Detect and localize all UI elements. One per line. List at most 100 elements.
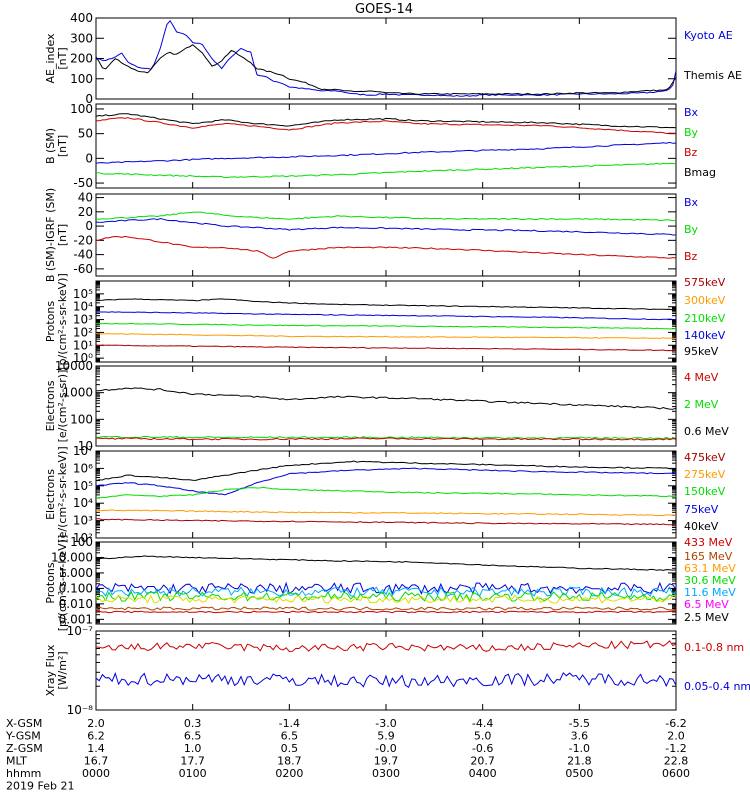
y-tick-label: -20: [73, 233, 93, 247]
y-axis-label-line: B (SM)-IGRF (SM): [44, 188, 57, 282]
ephemeris-value: 17.7: [180, 755, 205, 768]
y-tick-label: 100: [70, 72, 93, 86]
y-tick-label: 100: [70, 412, 93, 426]
series-line-300kev: [96, 311, 676, 321]
series-line-40kev: [96, 518, 676, 526]
series-line-11-6-mev: [96, 586, 676, 598]
ephemeris-row-label: hhmm: [6, 767, 41, 780]
panel-6: 0.0010.0100.1001.00010.000100Protons[p/(…: [44, 535, 736, 632]
y-tick-label: 10³: [73, 514, 93, 528]
series-line-2-5-mev: [96, 555, 676, 571]
y-tick-label: 100: [70, 535, 93, 549]
series-line-by: [96, 162, 676, 179]
legend-entry: Themis AE: [683, 69, 742, 82]
ephemeris-value: 6.5: [281, 730, 299, 743]
y-tick-label: 0: [85, 151, 93, 165]
legend-entry: Kyoto AE: [684, 29, 733, 42]
y-tick-label: 0.100: [59, 581, 93, 595]
legend-entry: 11.6 MeV: [684, 586, 736, 599]
y-tick-label: 10⁻⁷: [67, 624, 94, 638]
legend-entry: 150keV: [684, 485, 726, 498]
series-line-433-mev: [96, 610, 676, 614]
y-tick-label: -60: [73, 262, 93, 276]
ephemeris-value: 3.6: [571, 730, 589, 743]
legend-entry: 30.6 MeV: [684, 574, 736, 587]
series-line-75kev: [96, 509, 676, 517]
y-axis-label-line: [e/(cm²-s-sr)]: [56, 370, 69, 443]
y-tick-label: 10²: [73, 531, 93, 545]
ephemeris-row-label: Y-GSM: [5, 730, 41, 743]
ephemeris-row-label: MLT: [6, 755, 27, 768]
legend-entry: 6.5 MeV: [684, 598, 729, 611]
legend-entry: 433 MeV: [684, 536, 733, 549]
legend-entry: Bz: [684, 250, 698, 263]
y-tick-label: 10000: [55, 359, 93, 373]
y-axis-label: B (SM)[nT]: [44, 128, 69, 164]
ephemeris-value: 0300: [372, 767, 400, 780]
legend-entry: 575keV: [684, 276, 726, 289]
ephemeris-value: 0600: [662, 767, 690, 780]
y-axis-label-line: AE_index: [44, 33, 57, 84]
y-tick-label: 10²: [73, 325, 93, 339]
y-tick-label: 100: [70, 102, 93, 116]
legend-entry: 2 MeV: [684, 398, 719, 411]
series-line-575kev: [96, 298, 676, 311]
series-line-95kev: [96, 344, 676, 352]
ephemeris-value: 6.5: [184, 730, 202, 743]
y-axis-label-line: [nT]: [56, 47, 69, 69]
series-line-0-6-mev: [96, 387, 676, 410]
series-line-kyoto-ae: [96, 19, 676, 97]
ephemeris-value: -0.0: [375, 742, 396, 755]
y-tick-label: 20: [78, 205, 93, 219]
series-line-4-mev: [96, 437, 676, 441]
legend-entry: Bmag: [684, 166, 716, 179]
y-axis-label: AE_index[nT]: [44, 33, 69, 84]
ephemeris-value: 18.7: [277, 755, 302, 768]
series-line-bx: [96, 141, 676, 164]
y-tick-label: 10⁵: [73, 287, 93, 301]
legend-entry: 4 MeV: [684, 371, 719, 384]
legend-entry: Bz: [684, 146, 698, 159]
ephemeris-value: 16.7: [84, 755, 109, 768]
ephemeris-value: 0200: [275, 767, 303, 780]
ephemeris-row-label: Z-GSM: [6, 742, 43, 755]
series-line-475kev: [96, 460, 676, 482]
y-tick-label: -40: [73, 248, 93, 262]
ephemeris-value: -1.0: [569, 742, 590, 755]
legend-entry: Bx: [684, 196, 699, 209]
ephemeris-value: 5.9: [377, 730, 395, 743]
panel-frame: [95, 17, 677, 100]
y-axis-label-line: [W/m²]: [56, 651, 69, 689]
ephemeris-table: X-GSM 2.0 0.3 -1.4 -3.0 -4.4 -5.5 -6.2 Y-GSM 6.2 6…: [5, 717, 690, 793]
y-axis-label-line: [e/(cm²-s-sr-keV)]: [56, 446, 69, 542]
legend-entry: 95keV: [684, 345, 719, 358]
series-line-6-5-mev: [96, 581, 676, 595]
panel-frame: [95, 193, 677, 277]
ephemeris-value: 5.0: [474, 730, 492, 743]
ephemeris-row-label: X-GSM: [6, 717, 42, 730]
ephemeris-value: 0100: [179, 767, 207, 780]
series-line-bmag: [96, 113, 676, 129]
y-axis-label-line: [nT]: [56, 135, 69, 157]
y-tick-label: 10⁻⁸: [67, 703, 94, 717]
y-tick-label: 10: [78, 439, 93, 453]
ephemeris-value: 6.2: [87, 730, 105, 743]
y-tick-label: 10⁷: [73, 444, 93, 458]
legend-entry: 0.6 MeV: [684, 425, 729, 438]
y-axis-label-line: Electrons: [44, 469, 57, 520]
series-line-bz: [96, 117, 676, 135]
y-tick-label: 400: [70, 11, 93, 25]
panel-frame: [95, 365, 677, 447]
series-line-150kev: [96, 486, 676, 499]
y-axis-label-line: [p/(cm²-s-sr-keV)]: [56, 273, 69, 370]
panel-7: 10⁻⁸ 10⁻⁷ Xray Flux[W/m²] 0.1-0.8 nm 0.05-0.…: [44, 624, 750, 717]
y-tick-label: 200: [70, 52, 93, 66]
panel-frame: [95, 630, 677, 711]
ephemeris-value: 2.0: [87, 717, 105, 730]
series-line-275kev: [96, 467, 676, 496]
ephemeris-value: -5.5: [569, 717, 590, 730]
y-axis-label: Electrons[e/(cm²-s-sr)]: [44, 370, 69, 443]
